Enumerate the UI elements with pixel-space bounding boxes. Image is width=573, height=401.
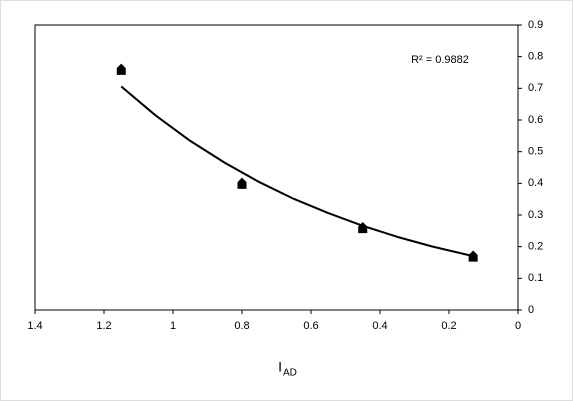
y-tick-label: 0.7 <box>528 82 543 94</box>
x-tick-label: 0.4 <box>372 320 387 332</box>
y-tick-label: 0.2 <box>528 241 543 253</box>
x-tick-label: 1.2 <box>96 320 111 332</box>
y-tick-label: 0.3 <box>528 209 543 221</box>
x-axis-label-sub: AD <box>283 368 297 379</box>
plot-area <box>34 24 519 311</box>
y-tick-label: 0 <box>528 304 534 316</box>
y-tick-label: 0.6 <box>528 114 543 126</box>
y-tick-label: 0.5 <box>528 146 543 158</box>
y-tick-label: 0.1 <box>528 272 543 284</box>
y-tick-label: 0.9 <box>528 19 543 31</box>
marker <box>116 63 126 75</box>
y-tick-label: 0.4 <box>528 177 543 189</box>
x-tick-label: 0 <box>515 320 521 332</box>
trendline <box>120 85 474 258</box>
marker <box>237 177 247 189</box>
annotation: R² = 0.9882 <box>411 54 469 66</box>
marker <box>468 250 478 262</box>
x-tick-label: 0.2 <box>441 320 456 332</box>
x-axis-label: I <box>278 359 282 375</box>
x-tick-label: 1 <box>170 320 176 332</box>
y-tick-label: 0.8 <box>528 51 543 63</box>
marker <box>358 221 368 234</box>
x-tick-label: 1.4 <box>27 320 42 332</box>
x-tick-label: 0.8 <box>234 320 249 332</box>
x-tick-label: 0.6 <box>303 320 318 332</box>
